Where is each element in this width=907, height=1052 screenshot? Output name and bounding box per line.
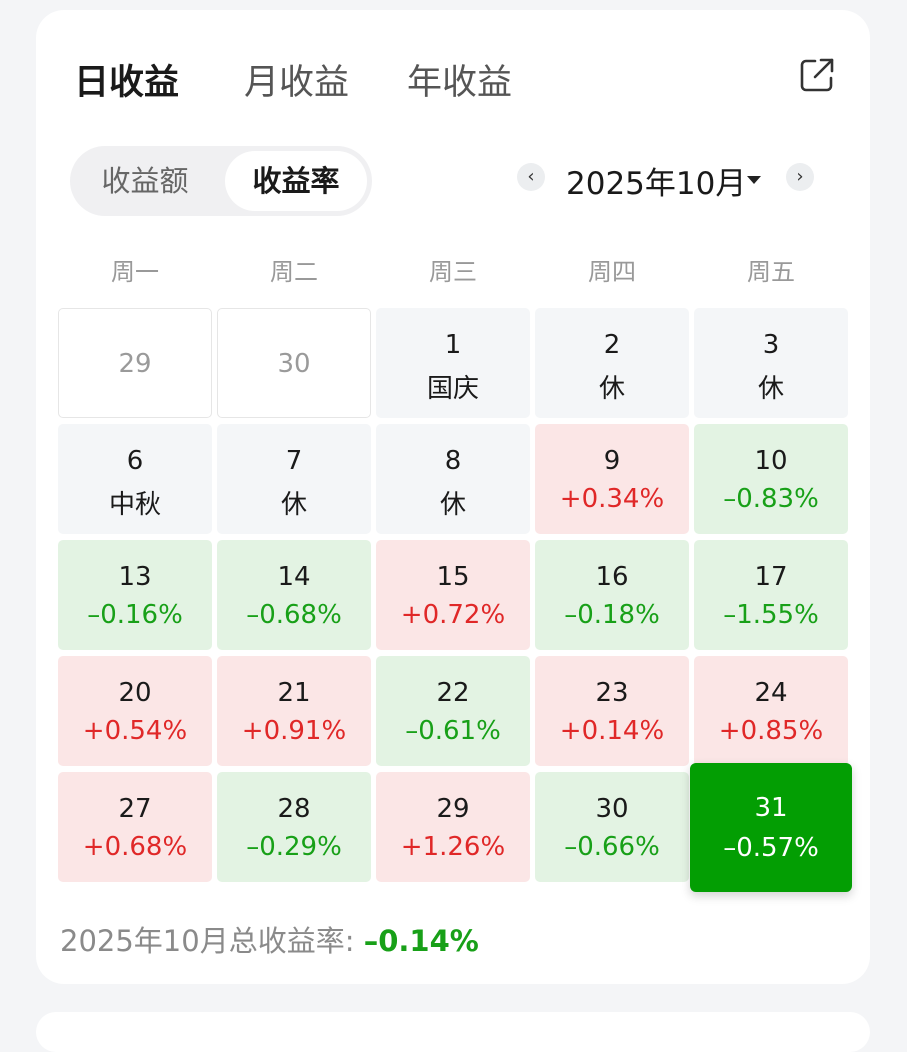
daily-return-value: +0.54% xyxy=(82,716,188,746)
calendar-day-cell[interactable]: 15 +0.72% xyxy=(376,540,530,650)
daily-return-value: –0.61% xyxy=(405,716,501,746)
metric-toggle: 收益额 收益率 xyxy=(70,146,372,216)
share-icon[interactable] xyxy=(798,56,836,94)
holiday-label: 休 xyxy=(439,490,466,520)
daily-return-value: –0.66% xyxy=(564,832,660,862)
day-number: 24 xyxy=(754,678,788,708)
calendar-day-cell[interactable]: 10 –0.83% xyxy=(694,424,848,534)
daily-returns-card: 日收益 月收益 年收益 收益额 收益率 ‹ 2025年10月 › 周一 周二 周… xyxy=(36,10,870,984)
calendar-day-cell[interactable]: 30 –0.66% xyxy=(535,772,689,882)
day-number: 29 xyxy=(118,349,152,379)
toggle-amount[interactable]: 收益额 xyxy=(101,164,189,198)
tab-yearly[interactable]: 年收益 xyxy=(407,63,513,103)
day-number: 7 xyxy=(285,446,303,476)
next-card xyxy=(36,1012,870,1052)
calendar-day-cell[interactable]: 1 国庆 xyxy=(376,308,530,418)
weekday-label: 周五 xyxy=(747,258,795,286)
toggle-rate[interactable]: 收益率 xyxy=(225,151,367,211)
calendar-day-cell[interactable]: 9 +0.34% xyxy=(535,424,689,534)
daily-return-value: +0.14% xyxy=(559,716,665,746)
daily-return-value: +0.34% xyxy=(559,484,665,514)
day-number: 22 xyxy=(436,678,470,708)
calendar-day-cell[interactable]: 21 +0.91% xyxy=(217,656,371,766)
calendar-day-cell[interactable]: 31 –0.57% xyxy=(690,763,852,892)
day-number: 14 xyxy=(277,562,311,592)
day-number: 27 xyxy=(118,794,152,824)
day-number: 13 xyxy=(118,562,152,592)
day-number: 31 xyxy=(754,793,788,823)
calendar-day-cell[interactable]: 22 –0.61% xyxy=(376,656,530,766)
calendar-day-cell[interactable]: 23 +0.14% xyxy=(535,656,689,766)
day-number: 8 xyxy=(444,446,462,476)
daily-return-value: –0.16% xyxy=(87,600,183,630)
calendar-day-cell[interactable]: 16 –0.18% xyxy=(535,540,689,650)
day-number: 29 xyxy=(436,794,470,824)
month-summary: 2025年10月总收益率: –0.14% xyxy=(60,918,479,960)
daily-return-value: +0.72% xyxy=(400,600,506,630)
day-number: 17 xyxy=(754,562,788,592)
daily-return-value: +0.68% xyxy=(82,832,188,862)
calendar-day-cell[interactable]: 20 +0.54% xyxy=(58,656,212,766)
next-month-button[interactable]: › xyxy=(786,163,814,191)
calendar-day-cell[interactable]: 24 +0.85% xyxy=(694,656,848,766)
day-number: 6 xyxy=(126,446,144,476)
day-number: 3 xyxy=(762,330,780,360)
holiday-label: 休 xyxy=(280,490,307,520)
calendar-day-cell[interactable]: 29 +1.26% xyxy=(376,772,530,882)
weekday-label: 周二 xyxy=(270,258,318,286)
daily-return-value: –0.68% xyxy=(246,600,342,630)
calendar-day-cell[interactable]: 28 –0.29% xyxy=(217,772,371,882)
daily-return-value: –0.83% xyxy=(723,484,819,514)
calendar-day-cell[interactable]: 6 中秋 xyxy=(58,424,212,534)
calendar-day-cell[interactable]: 14 –0.68% xyxy=(217,540,371,650)
daily-return-value: +0.91% xyxy=(241,716,347,746)
daily-return-value: +1.26% xyxy=(400,832,506,862)
weekday-label: 周三 xyxy=(429,258,477,286)
summary-value: –0.14% xyxy=(363,924,479,958)
month-selector[interactable]: 2025年10月 xyxy=(566,166,747,202)
daily-return-value: –0.57% xyxy=(723,833,819,863)
day-number: 20 xyxy=(118,678,152,708)
daily-return-value: –0.18% xyxy=(564,600,660,630)
day-number: 23 xyxy=(595,678,629,708)
holiday-label: 国庆 xyxy=(426,374,479,404)
weekday-label: 周一 xyxy=(111,258,159,286)
day-number: 15 xyxy=(436,562,470,592)
day-number: 30 xyxy=(277,349,311,379)
daily-return-value: +0.85% xyxy=(718,716,824,746)
day-number: 30 xyxy=(595,794,629,824)
holiday-label: 休 xyxy=(757,374,784,404)
calendar-day-cell: 29 xyxy=(58,308,212,418)
daily-return-value: –0.29% xyxy=(246,832,342,862)
day-number: 16 xyxy=(595,562,629,592)
tab-daily[interactable]: 日收益 xyxy=(74,63,180,103)
day-number: 28 xyxy=(277,794,311,824)
holiday-label: 休 xyxy=(598,374,625,404)
calendar-day-cell[interactable]: 17 –1.55% xyxy=(694,540,848,650)
weekday-label: 周四 xyxy=(588,258,636,286)
day-number: 21 xyxy=(277,678,311,708)
calendar-day-cell[interactable]: 13 –0.16% xyxy=(58,540,212,650)
day-number: 10 xyxy=(754,446,788,476)
day-number: 2 xyxy=(603,330,621,360)
caret-down-icon[interactable] xyxy=(747,176,761,184)
calendar-day-cell[interactable]: 27 +0.68% xyxy=(58,772,212,882)
daily-return-value: –1.55% xyxy=(723,600,819,630)
calendar-day-cell: 30 xyxy=(217,308,371,418)
prev-month-button[interactable]: ‹ xyxy=(517,163,545,191)
summary-label: 2025年10月总收益率: xyxy=(60,924,355,958)
day-number: 9 xyxy=(603,446,621,476)
day-number: 1 xyxy=(444,330,462,360)
holiday-label: 中秋 xyxy=(108,490,161,520)
tab-monthly[interactable]: 月收益 xyxy=(244,63,350,103)
